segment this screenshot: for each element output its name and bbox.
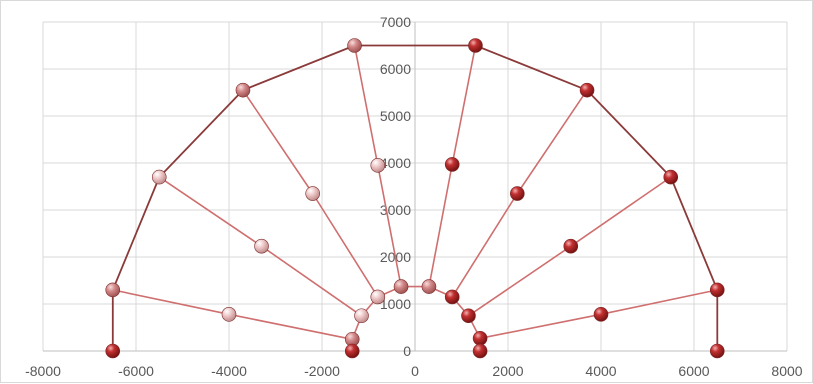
y-tick-label: 1000: [380, 296, 411, 312]
x-tick-label: 0: [411, 363, 419, 379]
data-point: [461, 308, 476, 324]
outer-arc-line: [111, 44, 719, 351]
x-tick-label: -4000: [211, 363, 247, 379]
data-point: [305, 186, 321, 201]
data-point: [105, 343, 121, 359]
data-point: [344, 343, 360, 359]
x-tick-label: 4000: [585, 363, 616, 379]
x-tick-label: 2000: [492, 363, 523, 379]
x-tick-label: -6000: [118, 363, 154, 379]
data-point: [563, 238, 579, 254]
data-point: [709, 282, 725, 298]
data-point: [254, 238, 269, 254]
data-point: [663, 169, 679, 185]
data-point: [151, 169, 167, 185]
data-point: [593, 307, 609, 322]
data-point: [421, 279, 437, 294]
data-point: [347, 38, 362, 53]
y-tick-label: 6000: [380, 61, 411, 77]
data-point: [579, 82, 595, 98]
x-tick-label: 8000: [771, 363, 802, 379]
data-point: [472, 343, 488, 359]
data-point: [235, 82, 251, 98]
data-point: [709, 343, 725, 359]
y-tick-label: 4000: [380, 155, 411, 171]
y-tick-label: 0: [403, 343, 411, 359]
data-point: [105, 282, 121, 298]
data-point: [444, 157, 460, 172]
data-point: [468, 38, 483, 53]
data-point: [370, 158, 386, 173]
y-tick-label: 7000: [380, 14, 411, 30]
data-point: [370, 289, 386, 305]
x-tick-label: -2000: [304, 363, 340, 379]
data-point: [354, 308, 369, 324]
data-point: [472, 331, 488, 346]
x-tick-label: -8000: [25, 363, 61, 379]
data-point: [393, 279, 409, 294]
x-tick-label: 6000: [678, 363, 709, 379]
y-tick-label: 5000: [380, 108, 411, 124]
data-point: [221, 307, 237, 322]
data-point: [444, 289, 460, 305]
data-point: [509, 186, 525, 201]
